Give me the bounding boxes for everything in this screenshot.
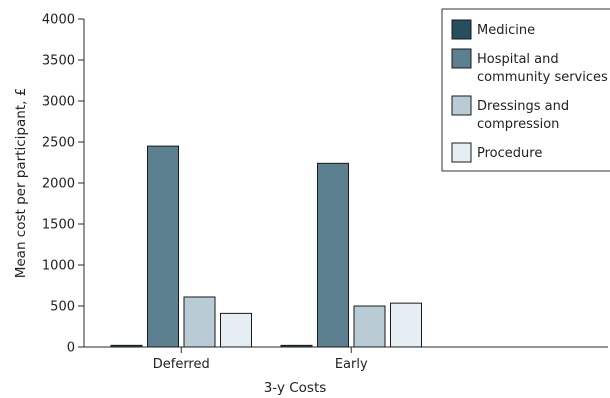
bar-early-2 <box>317 162 349 348</box>
x-tick-label-deferred: Deferred <box>153 357 210 372</box>
y-tick-label: 0 <box>67 341 75 356</box>
x-axis: Deferred Early <box>84 346 608 372</box>
bar-deferred-1 <box>110 344 143 348</box>
bar-early-1 <box>280 344 313 348</box>
y-tick-label: 3500 <box>42 54 75 69</box>
x-axis-title: 3-y Costs <box>264 380 327 396</box>
bar-deferred-3 <box>183 296 216 348</box>
legend: Medicine Hospital and community services Dr… <box>441 8 610 172</box>
y-tick-label: 4000 <box>42 13 75 28</box>
legend-label: Medicine <box>477 23 535 38</box>
legend-label: Procedure <box>477 146 542 161</box>
y-tick-label: 500 <box>50 300 75 315</box>
bar-deferred-4 <box>220 312 252 348</box>
bar-deferred-2 <box>147 145 179 348</box>
bar-early-4 <box>390 302 422 348</box>
bars <box>110 145 422 348</box>
legend-label: Dressings and <box>477 99 569 114</box>
y-axis: 0 500 1000 1500 2000 2500 3000 3500 4000 <box>42 13 85 356</box>
y-tick-label: 2000 <box>42 177 75 192</box>
x-tick-label-early: Early <box>335 357 368 372</box>
y-tick-label: 1500 <box>42 218 75 233</box>
legend-label: Hospital and <box>477 52 559 67</box>
y-tick-label: 2500 <box>42 136 75 151</box>
y-tick-label: 1000 <box>42 259 75 274</box>
legend-swatch-2 <box>451 48 472 69</box>
legend-label: compression <box>477 117 559 132</box>
bar-early-3 <box>353 305 386 348</box>
legend-label: community services <box>477 70 608 85</box>
legend-swatch-3 <box>451 95 472 116</box>
y-axis-title: Mean cost per participant, £ <box>13 88 29 279</box>
legend-swatch-4 <box>451 142 472 163</box>
legend-swatch-1 <box>451 19 472 40</box>
y-tick-label: 3000 <box>42 95 75 110</box>
